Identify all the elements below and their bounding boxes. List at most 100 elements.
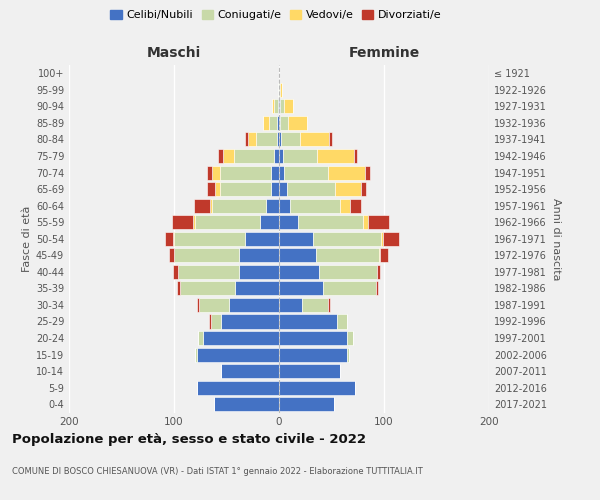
Bar bbox=[215, 182, 220, 196]
Bar bbox=[280, 83, 282, 97]
Bar bbox=[181, 282, 235, 296]
Bar bbox=[279, 198, 290, 212]
Bar bbox=[206, 182, 215, 196]
Bar bbox=[353, 149, 356, 163]
Bar bbox=[197, 380, 279, 394]
Bar bbox=[279, 348, 347, 362]
Bar bbox=[279, 149, 283, 163]
Bar bbox=[193, 215, 195, 229]
Text: Popolazione per età, sesso e stato civile - 2022: Popolazione per età, sesso e stato civil… bbox=[12, 432, 366, 446]
Bar bbox=[195, 215, 260, 229]
Bar bbox=[287, 182, 335, 196]
Bar bbox=[279, 132, 281, 146]
Bar bbox=[284, 166, 328, 179]
Bar bbox=[239, 248, 279, 262]
Bar bbox=[363, 215, 368, 229]
Bar bbox=[212, 166, 220, 179]
Bar bbox=[212, 198, 266, 212]
Bar bbox=[376, 282, 378, 296]
Bar bbox=[198, 331, 203, 345]
Bar bbox=[221, 364, 279, 378]
Bar bbox=[283, 149, 317, 163]
Bar bbox=[274, 100, 278, 114]
Bar bbox=[174, 232, 245, 246]
Bar bbox=[174, 248, 239, 262]
Bar bbox=[323, 282, 376, 296]
Bar bbox=[380, 248, 388, 262]
Bar bbox=[172, 215, 193, 229]
Bar bbox=[220, 182, 271, 196]
Bar bbox=[199, 298, 229, 312]
Bar bbox=[173, 232, 174, 246]
Text: Maschi: Maschi bbox=[147, 46, 201, 60]
Bar bbox=[337, 314, 347, 328]
Bar bbox=[279, 248, 316, 262]
Bar bbox=[239, 265, 279, 279]
Bar bbox=[279, 364, 340, 378]
Bar bbox=[329, 132, 331, 146]
Bar bbox=[298, 215, 363, 229]
Bar bbox=[277, 116, 279, 130]
Bar bbox=[197, 348, 279, 362]
Bar bbox=[279, 166, 284, 179]
Bar bbox=[377, 265, 380, 279]
Bar bbox=[368, 215, 389, 229]
Bar bbox=[277, 132, 279, 146]
Bar bbox=[269, 116, 277, 130]
Text: Femmine: Femmine bbox=[349, 46, 419, 60]
Bar bbox=[271, 182, 279, 196]
Bar bbox=[319, 265, 377, 279]
Bar bbox=[223, 149, 234, 163]
Bar bbox=[279, 182, 287, 196]
Bar bbox=[280, 116, 289, 130]
Bar bbox=[220, 166, 271, 179]
Bar bbox=[260, 215, 279, 229]
Bar bbox=[209, 314, 211, 328]
Bar bbox=[383, 232, 398, 246]
Y-axis label: Fasce di età: Fasce di età bbox=[22, 206, 32, 272]
Bar bbox=[335, 182, 361, 196]
Bar bbox=[316, 248, 379, 262]
Bar bbox=[350, 198, 361, 212]
Bar bbox=[274, 149, 279, 163]
Bar bbox=[195, 348, 197, 362]
Bar bbox=[279, 100, 280, 114]
Y-axis label: Anni di nascita: Anni di nascita bbox=[551, 198, 561, 280]
Bar bbox=[328, 298, 331, 312]
Bar bbox=[164, 232, 173, 246]
Bar bbox=[177, 282, 181, 296]
Bar bbox=[211, 314, 221, 328]
Bar bbox=[281, 132, 300, 146]
Bar bbox=[263, 116, 269, 130]
Bar bbox=[278, 100, 279, 114]
Text: COMUNE DI BOSCO CHIESANUOVA (VR) - Dati ISTAT 1° gennaio 2022 - Elaborazione TUT: COMUNE DI BOSCO CHIESANUOVA (VR) - Dati … bbox=[12, 468, 423, 476]
Bar bbox=[361, 182, 366, 196]
Bar bbox=[381, 232, 383, 246]
Bar bbox=[347, 348, 349, 362]
Bar bbox=[279, 116, 280, 130]
Bar bbox=[279, 380, 355, 394]
Bar bbox=[347, 331, 353, 345]
Bar bbox=[289, 116, 307, 130]
Bar bbox=[194, 198, 210, 212]
Bar bbox=[279, 397, 334, 411]
Bar bbox=[218, 149, 223, 163]
Bar bbox=[245, 232, 279, 246]
Bar bbox=[300, 132, 329, 146]
Bar bbox=[328, 166, 365, 179]
Bar bbox=[284, 100, 293, 114]
Bar bbox=[229, 298, 279, 312]
Bar bbox=[214, 397, 279, 411]
Bar bbox=[279, 83, 280, 97]
Bar bbox=[279, 232, 313, 246]
Legend: Celibi/Nubili, Coniugati/e, Vedovi/e, Divorziati/e: Celibi/Nubili, Coniugati/e, Vedovi/e, Di… bbox=[106, 6, 446, 25]
Bar bbox=[340, 198, 350, 212]
Bar bbox=[379, 248, 380, 262]
Bar bbox=[210, 198, 212, 212]
Bar bbox=[221, 314, 279, 328]
Bar bbox=[317, 149, 353, 163]
Bar bbox=[279, 282, 323, 296]
Bar bbox=[178, 265, 239, 279]
Bar bbox=[203, 331, 279, 345]
Bar bbox=[279, 265, 319, 279]
